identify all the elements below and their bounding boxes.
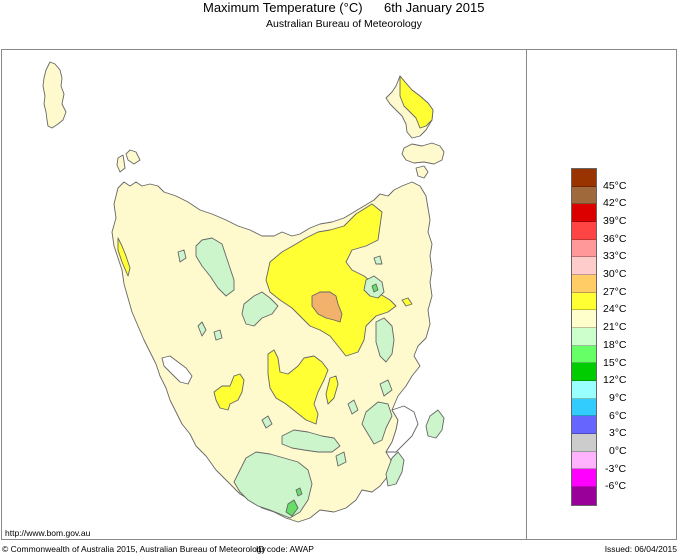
legend-swatch <box>572 169 596 187</box>
clarke-island <box>415 165 429 179</box>
legend-swatch <box>572 239 596 258</box>
zone-18-21-south <box>281 429 341 453</box>
legend-label: 33°C <box>603 250 627 263</box>
legend-swatch <box>572 222 596 240</box>
zone-18-21-small-6 <box>379 379 393 397</box>
legend-swatch <box>572 328 596 346</box>
issued-date: Issued: 06/04/2015 <box>604 544 677 554</box>
legend-label: 27°C <box>603 285 627 298</box>
zone-15-18-southwest <box>285 499 299 517</box>
zone-24-27-central-south <box>267 349 329 425</box>
legend-swatch <box>572 204 596 223</box>
legend-label: -6°C <box>605 480 627 493</box>
zone-18-21-small-5 <box>347 399 359 415</box>
legend-swatch <box>572 487 596 505</box>
temperature-map <box>42 61 445 523</box>
legend-swatch <box>572 434 596 452</box>
legend-swatch <box>572 398 596 417</box>
legend-swatch <box>572 310 596 329</box>
flinders-yellow <box>399 75 434 129</box>
zone-18-21-small-8 <box>261 415 273 429</box>
map-frame <box>1 49 677 540</box>
zone-18-21-southeast <box>361 401 393 445</box>
zone-18-21-small-7 <box>335 451 347 467</box>
zone-18-21-small-4 <box>373 255 383 265</box>
legend-label: 30°C <box>603 268 627 281</box>
zone-18-21-northwest <box>195 237 235 297</box>
legend-label: 42°C <box>603 197 627 210</box>
legend-label: 18°C <box>603 338 627 351</box>
macquarie-harbour <box>161 355 193 385</box>
zone-24-27-west <box>213 373 245 411</box>
legend-swatch <box>572 451 596 470</box>
zone-18-21-west-central <box>241 291 279 327</box>
legend-label: 12°C <box>603 374 627 387</box>
legend-swatch <box>572 381 596 399</box>
legend-swatch <box>572 469 596 488</box>
legend-label: 6°C <box>609 409 627 422</box>
legend-swatch <box>572 363 596 382</box>
king-island <box>42 61 67 129</box>
zone-15-18-northeast <box>371 283 379 293</box>
chart-subtitle: Australian Bureau of Meteorology <box>266 18 422 30</box>
three-hummock-island <box>116 154 126 173</box>
chart-title: Maximum Temperature (°C) 6th January 201… <box>0 0 680 15</box>
legend-label: 24°C <box>603 303 627 316</box>
legend-swatch <box>572 257 596 276</box>
title-date: 6th January 2015 <box>384 0 485 15</box>
legend-label: 0°C <box>609 444 627 457</box>
legend-label: 39°C <box>603 215 627 227</box>
id-code: ID code: AWAP <box>256 544 314 554</box>
legend-divider <box>526 49 527 540</box>
color-legend <box>571 168 597 506</box>
legend-label: 15°C <box>603 356 627 369</box>
legend-label: -3°C <box>605 462 627 475</box>
legend-swatch <box>572 186 596 205</box>
legend-swatch <box>572 345 596 364</box>
zone-18-21-small-2 <box>197 321 207 337</box>
legend-label: 36°C <box>603 232 627 245</box>
bruny-island <box>385 451 405 487</box>
zone-27-30-central <box>311 291 343 323</box>
legend-swatch <box>572 275 596 293</box>
legend-swatch <box>572 416 596 435</box>
zone-18-21-east <box>375 317 395 363</box>
tasman-peninsula <box>425 409 445 439</box>
zone-18-21-small-3 <box>213 329 223 341</box>
legend-label: 9°C <box>609 391 627 404</box>
zone-24-27-west-coast <box>117 237 131 277</box>
legend-label: 3°C <box>609 427 627 440</box>
zone-24-27-east-strip <box>325 375 339 405</box>
storm-bay <box>385 405 419 453</box>
robbins-island <box>125 149 141 165</box>
zone-18-21-small-1 <box>177 249 187 263</box>
zone-24-27-east-small <box>401 297 413 307</box>
title-variable: Maximum Temperature (°C) <box>203 0 363 15</box>
legend-swatch <box>572 292 596 311</box>
source-url[interactable]: http://www.bom.gov.au <box>5 528 91 538</box>
legend-label: 45°C <box>603 179 627 192</box>
copyright-notice: © Commonwealth of Australia 2015, Austra… <box>2 544 266 554</box>
legend-label: 21°C <box>603 321 627 334</box>
cape-barren-island <box>401 142 445 165</box>
zone-15-18-small-1 <box>295 487 303 497</box>
